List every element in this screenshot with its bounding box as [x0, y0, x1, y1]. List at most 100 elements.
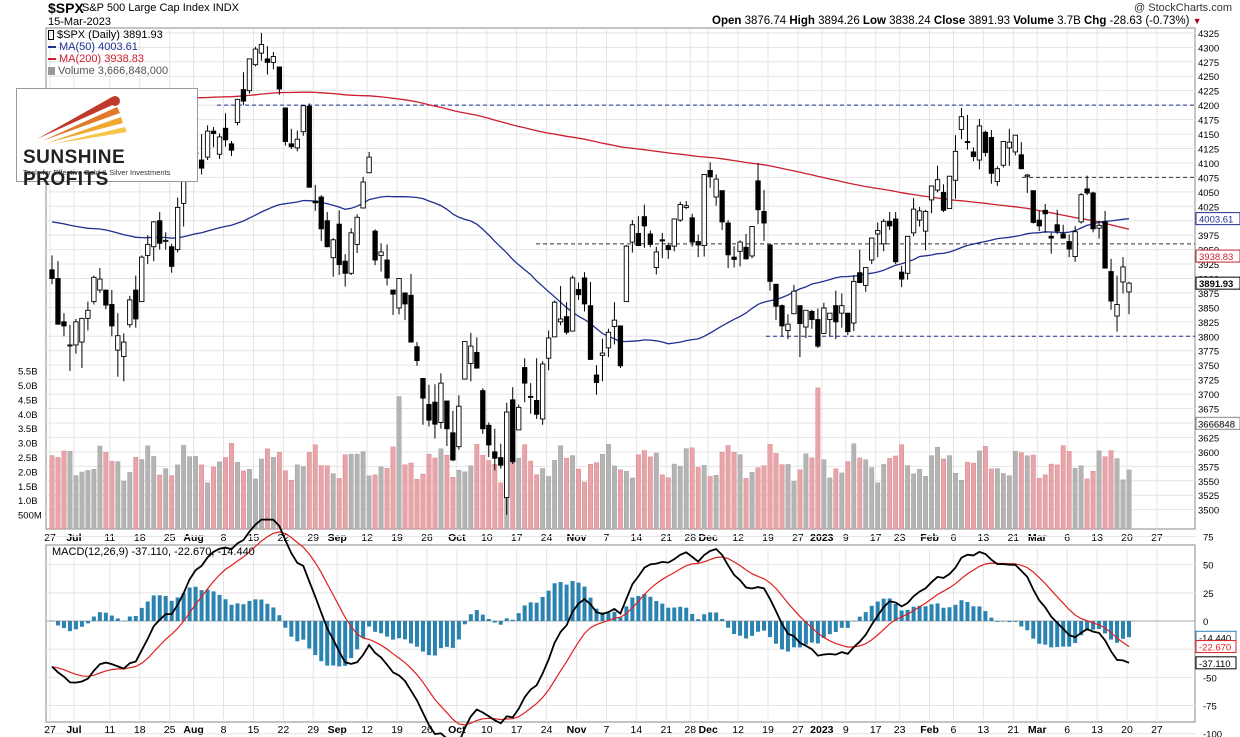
macd-histogram-bar	[570, 580, 575, 621]
candle	[474, 337, 480, 369]
macd-y-tick-label: 75	[1203, 532, 1214, 543]
macd-histogram-bar	[1043, 621, 1048, 645]
candle	[803, 309, 809, 339]
y-tick-label: 3700	[1198, 390, 1219, 401]
candle	[1030, 190, 1036, 224]
x-tick-label: Oct	[448, 532, 466, 544]
macd-histogram-bar	[768, 621, 772, 638]
x-tick-label: 13	[978, 532, 990, 544]
volume-bar	[163, 468, 169, 530]
candle-body	[240, 89, 247, 102]
candle-body	[689, 217, 695, 243]
volume-bar	[270, 457, 276, 530]
volume-bar	[265, 448, 270, 530]
macd-y-tick-label: -50	[1203, 673, 1217, 684]
candle-body	[1084, 188, 1090, 194]
candle-body	[204, 130, 211, 158]
candle	[127, 295, 133, 328]
candle	[617, 325, 624, 369]
macd-histogram-bar	[169, 600, 174, 621]
candle	[480, 388, 486, 434]
volume-bar	[288, 479, 294, 530]
candle	[1114, 275, 1120, 332]
candle	[1054, 209, 1060, 235]
macd-histogram-bar	[468, 614, 473, 621]
candle-body	[617, 325, 624, 367]
x-tick-label: 26	[421, 532, 433, 544]
macd-histogram-bar	[977, 606, 982, 621]
volume-bar	[923, 476, 928, 530]
macd-histogram-bar	[1103, 621, 1108, 634]
volume-bar	[1078, 465, 1084, 530]
legend-volume-text: Volume 3,666,848,000	[58, 65, 169, 77]
x-tick-label: 10	[481, 532, 493, 544]
macd-histogram-bar	[450, 621, 455, 648]
macd-histogram-bar	[211, 591, 216, 621]
volume-bar	[193, 456, 198, 530]
x-tick-label: 21	[660, 532, 672, 544]
candle-body	[653, 251, 659, 268]
volume-bar	[797, 469, 803, 530]
macd-y-tick-label: 50	[1203, 561, 1214, 572]
macd-histogram-bar	[875, 601, 880, 621]
candle-body	[958, 116, 965, 130]
x-tick-label: Mar	[1028, 532, 1047, 544]
candle	[288, 128, 294, 150]
volume-bar	[61, 450, 67, 530]
candle-body	[755, 180, 761, 211]
candle-body	[611, 319, 618, 327]
candle-body	[1072, 231, 1078, 257]
macd-histogram-bar	[187, 587, 192, 621]
high-value: 3894.26	[818, 15, 860, 27]
volume-bar	[1126, 469, 1132, 530]
candle	[893, 212, 899, 265]
candle	[940, 184, 947, 213]
volume-bar	[486, 460, 492, 530]
macd-histogram-bar	[540, 596, 545, 621]
volume-bar	[618, 469, 623, 530]
volume-bar	[1042, 474, 1048, 530]
volume-bar	[354, 453, 360, 530]
macd-histogram-bar	[1001, 621, 1006, 622]
candle-body	[922, 211, 929, 232]
volume-tick-label: 2.0B	[18, 467, 38, 478]
x-tick-label: 11	[104, 532, 115, 544]
candle	[683, 201, 689, 210]
candle-body	[1024, 174, 1030, 177]
candle	[737, 240, 743, 267]
macd-x-tick-label: 18	[134, 724, 146, 736]
volume-bar	[390, 446, 396, 530]
macd-histogram-bar	[331, 621, 336, 666]
candle-body	[719, 190, 725, 223]
candle	[605, 328, 612, 358]
candle	[109, 290, 115, 337]
macd-histogram-bar	[839, 621, 844, 628]
volume-bar	[492, 464, 498, 530]
x-tick-label: 12	[732, 532, 744, 544]
macd-x-tick-label: 26	[421, 724, 433, 736]
close-value-box-text: 3891.93	[1199, 279, 1233, 290]
macd-histogram-bar	[1127, 621, 1131, 638]
macd-x-tick-label: 29	[307, 724, 319, 736]
candle-body	[270, 56, 277, 63]
macd-x-tick-label: 25	[164, 724, 176, 736]
macd-y-tick-label: 0	[1203, 617, 1208, 628]
candle-body	[551, 301, 558, 338]
candle	[575, 282, 582, 300]
sunshine-profits-logo: SUNSHINE PROFITS Tools for Effective Gol…	[16, 88, 198, 190]
volume-bar	[247, 469, 252, 530]
macd-histogram-bar	[941, 607, 946, 621]
volume-bar	[1114, 458, 1120, 530]
volume-bar	[79, 471, 85, 530]
candle	[67, 324, 73, 371]
macd-histogram-bar	[702, 614, 707, 621]
macd-x-tick-label: 6	[951, 724, 957, 736]
volume-bar	[462, 471, 468, 530]
volume-bar	[803, 453, 809, 530]
candle	[438, 373, 444, 429]
macd-histogram-bar	[1073, 621, 1078, 644]
y-tick-label: 3875	[1198, 289, 1219, 300]
ma200-value-box	[1195, 249, 1240, 263]
candle	[779, 304, 785, 337]
candle-body	[228, 143, 235, 151]
